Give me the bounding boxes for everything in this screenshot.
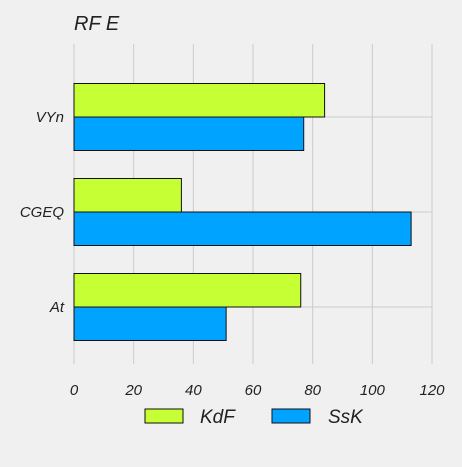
x-tick-label: 120 xyxy=(419,382,445,399)
bar-KdF-VYn xyxy=(73,83,326,118)
bar-KdF-At xyxy=(73,273,302,308)
legend-label-KdF: KdF xyxy=(200,407,236,428)
x-tick-labels: 0 20 40 60 80 100 120 xyxy=(70,382,445,399)
bar-KdF-CGEQ xyxy=(73,178,182,213)
legend-swatch-SsK xyxy=(271,408,311,424)
y-tick-label: CGEQ xyxy=(20,204,65,221)
bars-layer xyxy=(73,83,412,341)
x-tick-label: 0 xyxy=(70,382,79,399)
x-tick-label: 80 xyxy=(304,382,321,399)
y-tick-label: VYn xyxy=(36,109,64,126)
bar-SsK-VYn xyxy=(73,116,305,151)
legend: KdF SsK xyxy=(144,407,364,428)
y-tick-label: At xyxy=(49,299,65,316)
bar-SsK-At xyxy=(73,306,227,341)
legend-swatch-KdF xyxy=(144,408,184,424)
y-tick-labels: VYn CGEQ At xyxy=(20,109,65,316)
x-tick-label: 60 xyxy=(245,382,262,399)
bar-SsK-CGEQ xyxy=(73,211,412,246)
x-tick-label: 40 xyxy=(185,382,202,399)
x-tick-label: 100 xyxy=(360,382,386,399)
legend-label-SsK: SsK xyxy=(328,407,364,428)
x-tick-label: 20 xyxy=(124,382,142,399)
chart-title: RF E xyxy=(74,13,120,35)
